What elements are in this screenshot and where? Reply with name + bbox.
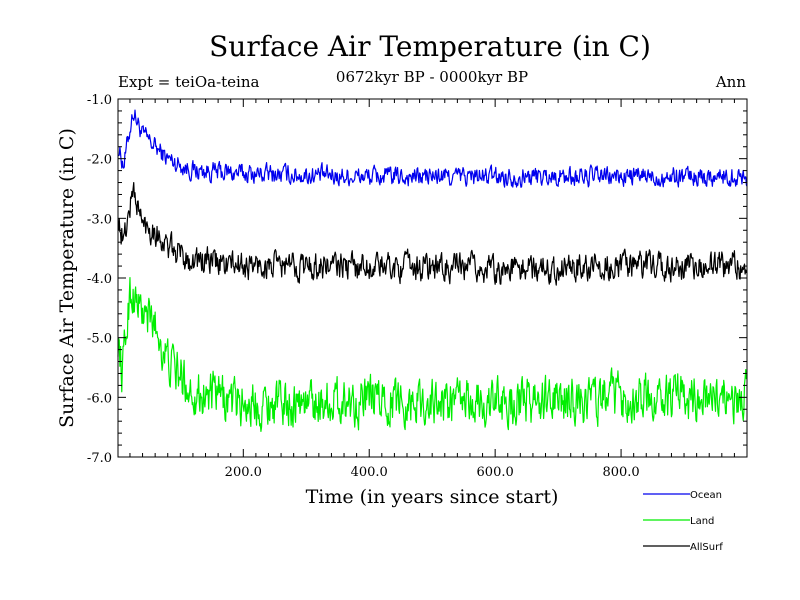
y-tick-label: -2.0 [87,153,112,168]
y-tick-label: -5.0 [87,332,112,347]
series-line-land [117,277,748,433]
series-line-ocean [117,109,748,188]
y-tick-label: -6.0 [87,391,112,406]
legend: Ocean Land AllSurf [643,490,723,553]
x-tick-label: 600.0 [477,465,514,480]
y-tick-label: -7.0 [87,451,112,466]
chart-title: Surface Air Temperature (in C) [209,30,651,63]
y-tick-label: -3.0 [87,212,112,227]
season-label: Ann [715,73,746,91]
expt-label: Expt = teiOa-teina [118,73,260,91]
tick-layer: -1.0 -2.0 -3.0 -4.0 -5.0 -6.0 -7.0 200.0 400.0 60… [87,93,747,480]
chart-subtitle: 0672kyr BP - 0000kyr BP [336,68,528,86]
plot-area: -1.0 -2.0 -3.0 -4.0 -5.0 -6.0 -7.0 200.0 400.0 60… [87,93,748,480]
x-tick-label: 400.0 [351,465,388,480]
y-tick-label: -1.0 [87,93,112,108]
series-line-allsurf [117,182,748,286]
legend-label-allsurf: AllSurf [690,542,723,553]
series-layer [117,109,748,433]
x-tick-label: 200.0 [225,465,262,480]
legend-label-ocean: Ocean [690,490,722,501]
legend-label-land: Land [690,516,714,527]
x-axis-label: Time (in years since start) [306,486,559,508]
y-tick-label: -4.0 [87,272,112,287]
x-tick-label: 800.0 [602,465,639,480]
y-axis-label: Surface Air Temperature (in C) [56,128,78,428]
